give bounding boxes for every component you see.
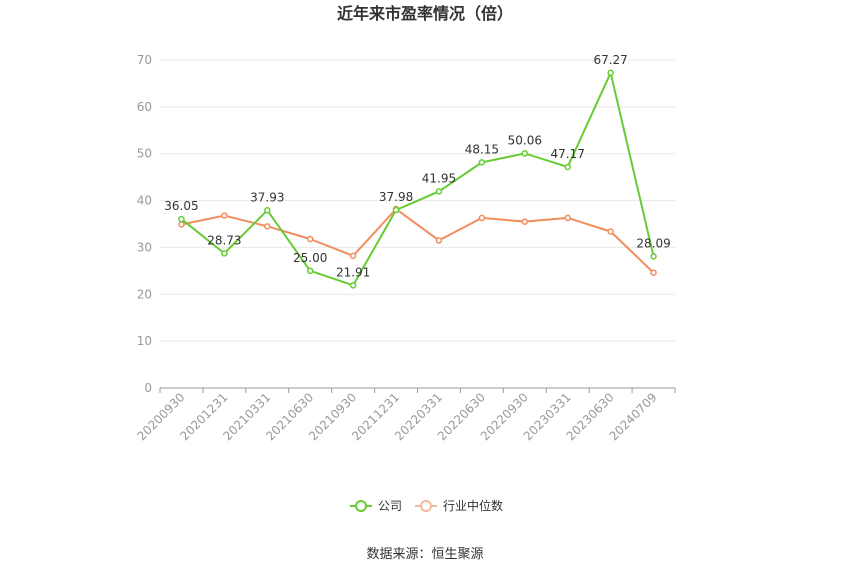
legend-marker-icon bbox=[420, 500, 432, 512]
legend-label: 行业中位数 bbox=[443, 498, 503, 513]
data-label: 21.91 bbox=[336, 265, 370, 279]
data-label: 67.27 bbox=[593, 53, 627, 67]
industry-median-point bbox=[435, 237, 443, 244]
legend-item-industry-median[interactable]: 行业中位数 bbox=[415, 498, 503, 513]
company-point bbox=[221, 250, 228, 257]
company-point bbox=[564, 163, 571, 171]
company-point bbox=[607, 69, 614, 77]
industry-median-point bbox=[264, 223, 271, 230]
legend[interactable]: 公司 行业中位数 bbox=[350, 498, 503, 513]
y-tick-label: 30 bbox=[137, 240, 152, 254]
company-point bbox=[264, 207, 271, 214]
x-axis: 2020093020201231202103312021063020210930… bbox=[134, 387, 676, 443]
industry-median-point bbox=[650, 269, 657, 276]
company-point bbox=[435, 188, 443, 195]
data-label: 41.95 bbox=[422, 171, 456, 185]
data-label: 37.98 bbox=[379, 190, 413, 204]
y-tick-label: 0 bbox=[144, 381, 152, 395]
company-point bbox=[178, 215, 185, 223]
industry-median-line bbox=[181, 208, 655, 274]
data-label: 47.17 bbox=[551, 147, 585, 161]
data-label: 50.06 bbox=[508, 133, 542, 147]
company-point bbox=[306, 267, 314, 275]
data-label: 48.15 bbox=[465, 142, 499, 156]
industry-median-point bbox=[607, 228, 614, 235]
y-tick-label: 60 bbox=[137, 100, 152, 114]
gridlines bbox=[160, 59, 675, 342]
industry-median-point bbox=[221, 212, 228, 219]
company-point bbox=[349, 282, 357, 289]
y-tick-label: 40 bbox=[137, 194, 152, 208]
industry-median-point bbox=[178, 221, 185, 228]
industry-median-point bbox=[306, 235, 314, 243]
industry-median-point bbox=[478, 214, 486, 222]
y-tick-label: 20 bbox=[137, 287, 152, 301]
data-label: 28.09 bbox=[636, 236, 670, 250]
source-note: 数据来源：恒生聚源 bbox=[366, 547, 483, 562]
company-point bbox=[650, 253, 657, 260]
y-axis: 0 10 20 30 40 50 60 70 bbox=[137, 53, 152, 395]
data-label: 25.00 bbox=[293, 251, 327, 265]
company-point bbox=[521, 150, 529, 157]
y-tick-label: 70 bbox=[137, 53, 152, 67]
legend-item-company[interactable]: 公司 bbox=[350, 499, 402, 513]
company-point bbox=[478, 159, 486, 166]
chart-title: 近年来市盈率情况（倍） bbox=[337, 4, 513, 23]
industry-median-point bbox=[564, 214, 571, 222]
company-point bbox=[392, 206, 400, 214]
y-tick-label: 50 bbox=[137, 147, 152, 161]
industry-median-point bbox=[349, 252, 357, 260]
y-tick-label: 10 bbox=[137, 334, 152, 348]
data-label: 36.05 bbox=[164, 199, 198, 213]
data-labels: 36.05 28.73 37.93 25.00 21.91 37.98 41.95 48.15… bbox=[164, 53, 670, 280]
legend-marker-icon bbox=[355, 500, 367, 512]
company-line bbox=[180, 71, 655, 287]
industry-median-point bbox=[521, 218, 529, 225]
series-lines bbox=[178, 69, 657, 289]
data-label: 28.73 bbox=[207, 233, 241, 247]
legend-label: 公司 bbox=[378, 499, 402, 513]
data-label: 37.93 bbox=[250, 190, 284, 204]
